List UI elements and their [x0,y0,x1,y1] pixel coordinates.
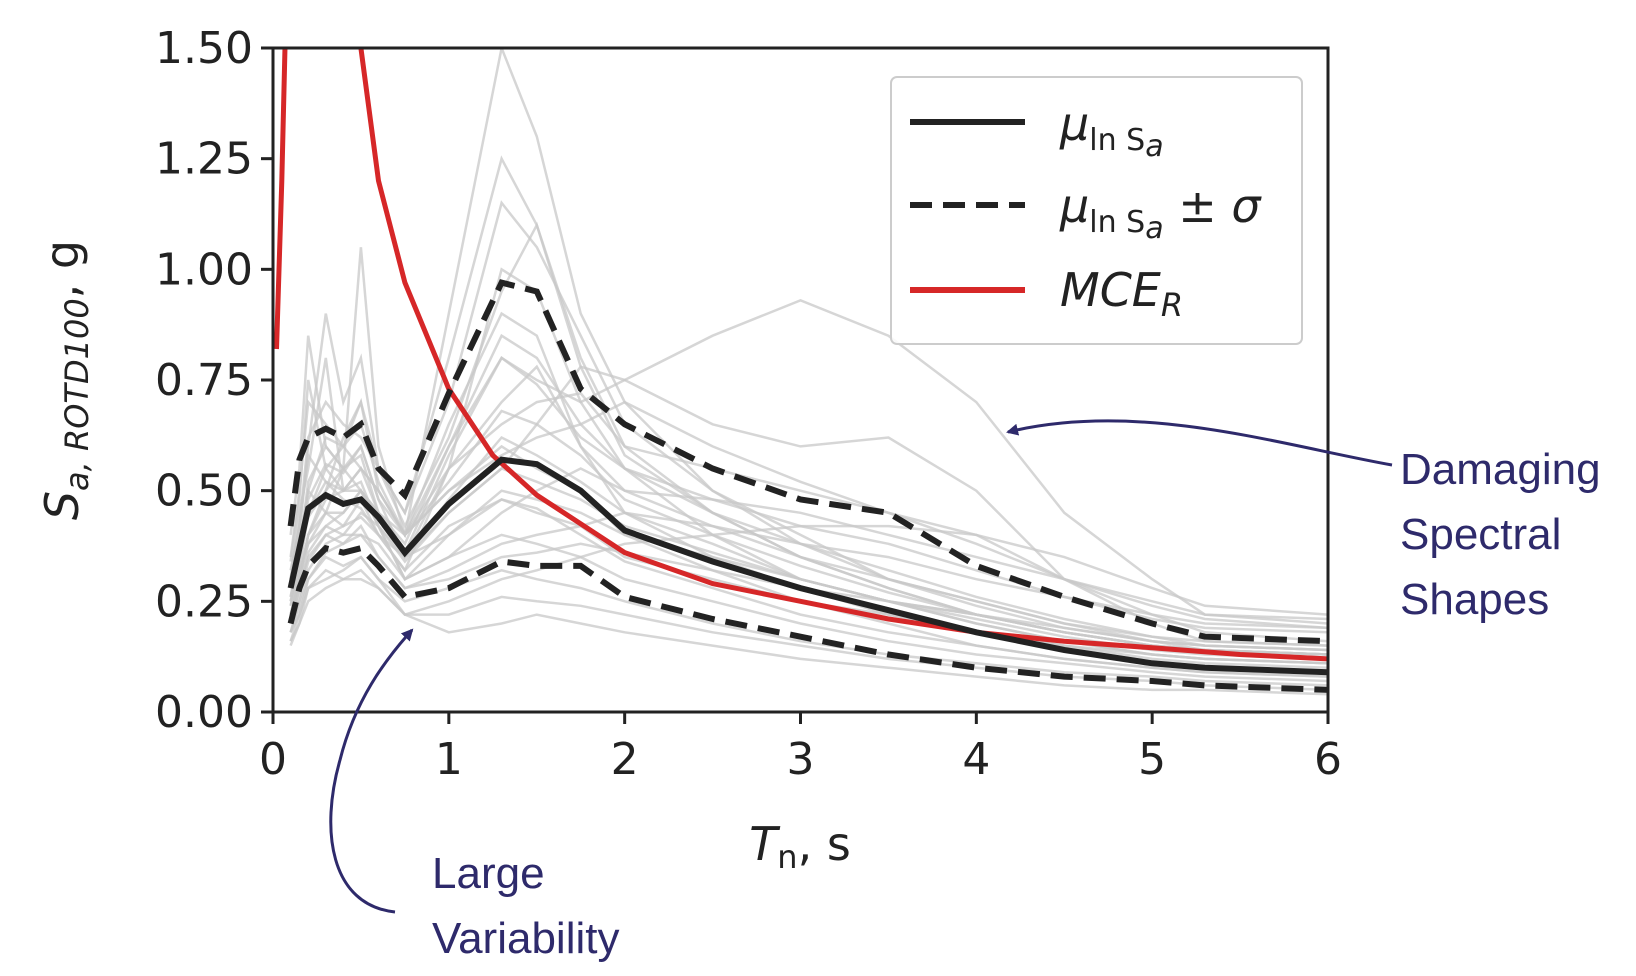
annotation-arrow-variability [329,628,414,914]
x-tick-label-4: 4 [962,734,990,785]
y-tick-label-5: 1.25 [155,134,253,185]
record-line-19 [289,511,1328,630]
x-axis-label-main: T [749,817,781,871]
mean-line [287,456,1328,676]
y-tick-label-2: 0.50 [155,466,253,517]
stats-layer [287,279,1328,693]
y-tick-label-6: 1.50 [155,23,253,74]
record-line-16 [289,391,1328,616]
y-tick-label-1: 0.25 [155,576,253,627]
y-axis-label-rest: , g [35,240,89,298]
x-tick-label-6: 6 [1314,734,1342,785]
records-layer [289,48,1328,696]
x-axis-label: Tn, s [749,817,851,876]
record-line-5 [289,467,1328,633]
record-line-18 [289,333,1328,647]
y-axis-ticks: 0.00 0.25 0.50 0.75 1.00 1.25 1.50 [155,23,273,738]
x-tick-label-0: 0 [259,734,287,785]
legend-label-mce: MCER [1060,263,1183,324]
y-tick-label-4: 1.00 [155,244,253,295]
record-line-23 [289,400,1328,630]
mce-layer [274,48,1328,662]
y-tick-label-3: 0.75 [155,355,253,406]
record-line-11 [289,364,1328,652]
mce-r-line [274,48,1328,662]
annotation-damaging: Damaging Spectral Shapes [1400,445,1613,624]
legend-label-sigma: μln Sa ± σ [1059,179,1262,246]
annotation-variability: Large Variability [432,849,619,963]
legend: μln Sa μln Sa ± σ MCER [890,76,1303,345]
y-axis-label-sub: a, ROTD100 [58,298,96,491]
y-axis-label: Sa, ROTD100, g [35,240,96,520]
record-line-13 [289,555,1328,687]
x-axis-label-sub: n [777,838,797,876]
record-line-14 [289,200,1328,656]
x-tick-label-3: 3 [787,734,815,785]
y-axis-label-main: S [35,491,89,520]
x-axis-label-rest: , s [798,817,851,871]
mean_plus-line [287,279,1328,645]
record-line-24 [289,467,1328,661]
record-line-25 [289,451,1328,678]
legend-label-mean: μln Sa [1059,97,1164,164]
y-tick-label-0: 0.00 [155,687,253,738]
record-line-8 [289,524,1328,647]
x-tick-label-1: 1 [435,734,463,785]
x-tick-label-2: 2 [611,734,639,785]
record-line-27 [289,533,1328,652]
record-line-28 [289,409,1328,656]
record-line-12 [289,487,1328,683]
x-tick-label-5: 5 [1138,734,1166,785]
legend-frame [890,76,1303,345]
mean_minus-line [287,544,1328,693]
record-line-15 [289,577,1328,696]
annotation-arrow-damaging [1006,419,1393,467]
x-axis-ticks: 0 1 2 3 4 5 6 [259,712,1342,785]
